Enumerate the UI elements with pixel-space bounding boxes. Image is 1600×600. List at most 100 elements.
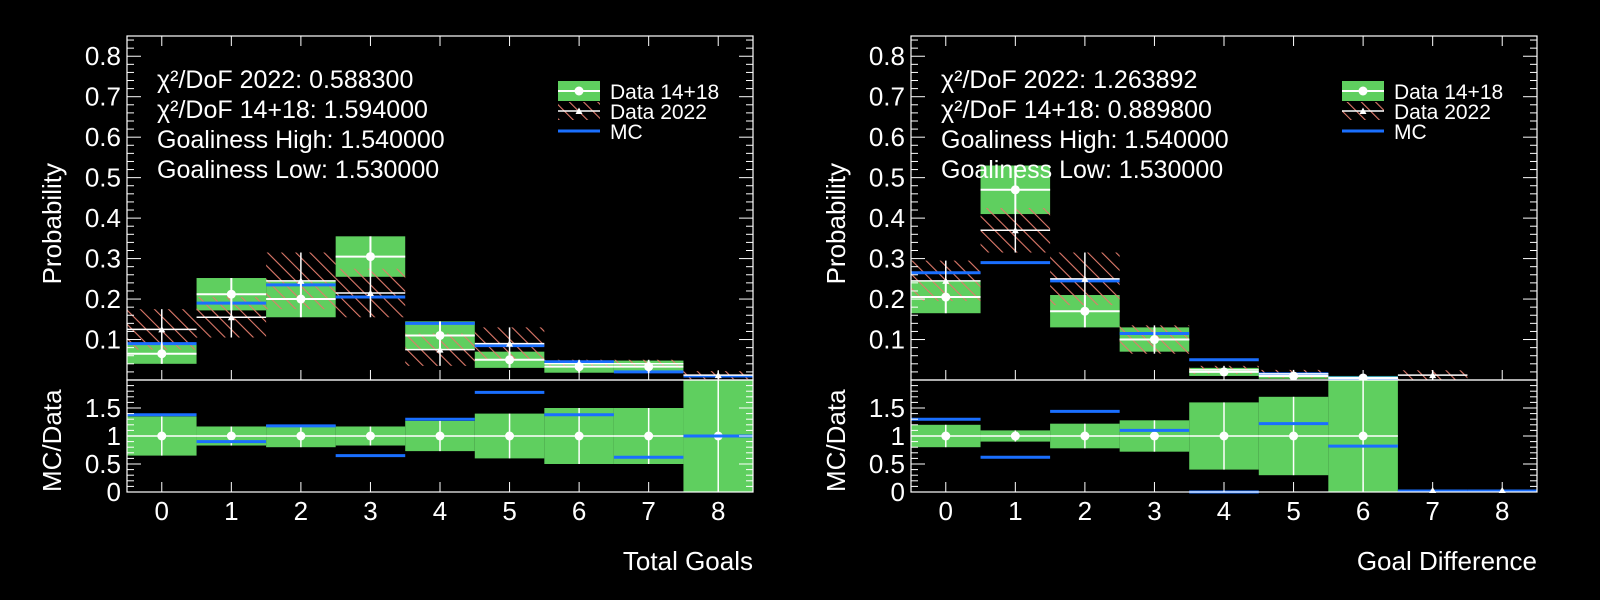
ratio-data-point (435, 431, 445, 441)
data1418-point (365, 252, 375, 262)
annotation-text: χ²/DoF 2022: 0.588300 (157, 66, 413, 94)
chart-panel-goal-difference: 0.10.20.30.40.50.60.70.800.511.50 1 2 3 4 5 6 7… (821, 35, 1538, 576)
y-tick-label: 0.8 (85, 41, 121, 71)
ratio-y-tick-label: 0 (107, 477, 121, 507)
y-tick-label: 0.5 (869, 163, 905, 193)
ratio-y-tick-label: 1 (891, 421, 905, 451)
ratio-data-point (157, 431, 167, 441)
data2022-point (158, 325, 166, 333)
x-tick-label: 6 (1356, 496, 1370, 526)
ratio-y-axis-title: MC/Data (821, 389, 851, 492)
legend-label-data1418: Data 14+18 (1394, 81, 1503, 104)
x-axis-title: Goal Difference (1357, 546, 1537, 576)
annotation-text: Goaliness Low: 1.530000 (157, 156, 439, 184)
ratio-y-tick-label: 0.5 (869, 449, 905, 479)
data1418-point (1080, 306, 1090, 316)
ratio-data-point (941, 431, 951, 441)
ratio-data-point (1289, 431, 1299, 441)
x-tick-label: 4 (1217, 496, 1231, 526)
legend-marker-data1418 (1358, 86, 1368, 96)
ratio-y-tick-label: 0 (891, 477, 905, 507)
legend-label-data2022: Data 2022 (1394, 101, 1491, 124)
y-tick-label: 0.8 (869, 41, 905, 71)
y-tick-label: 0.7 (85, 82, 121, 112)
ratio-data-point (505, 431, 515, 441)
data1418-point (1010, 185, 1020, 195)
data2022-point (436, 346, 444, 353)
legend-label-mc: MC (610, 121, 643, 144)
x-tick-label: 4 (433, 496, 447, 526)
ratio-data-point (1219, 431, 1229, 441)
data2022-point (575, 360, 583, 367)
ratio-data-point (226, 431, 236, 441)
legend-label-data2022: Data 2022 (610, 101, 707, 124)
data2022-point (297, 277, 305, 284)
ratio-y-tick-label: 1.5 (869, 393, 905, 423)
y-axis-title: Probability (821, 163, 851, 284)
y-tick-label: 0.3 (869, 244, 905, 274)
x-tick-label: 7 (1425, 496, 1439, 526)
y-tick-label: 0.4 (869, 203, 905, 233)
data2022-point (366, 289, 374, 296)
x-tick-label: 1 (224, 496, 238, 526)
x-tick-label: 3 (1147, 496, 1161, 526)
data2022-point (1011, 226, 1019, 234)
y-tick-label: 0.3 (85, 244, 121, 274)
data2022-point (1220, 366, 1228, 373)
x-tick-label: 2 (1078, 496, 1092, 526)
y-tick-label: 0.1 (869, 325, 905, 355)
x-tick-label: 1 (1008, 496, 1022, 526)
data2022-point (942, 277, 950, 284)
annotation-text: χ²/DoF 2022: 1.263892 (941, 66, 1197, 94)
ratio-data-point (1149, 431, 1159, 441)
x-tick-label: 7 (641, 496, 655, 526)
x-tick-label: 0 (155, 496, 169, 526)
legend-marker-data1418 (574, 86, 584, 96)
ratio-data-point (1080, 431, 1090, 441)
x-tick-label: 5 (502, 496, 516, 526)
x-tick-label: 6 (572, 496, 586, 526)
annotation-text: Goaliness High: 1.540000 (157, 126, 445, 154)
x-tick-label: 8 (1495, 496, 1509, 526)
y-tick-label: 0.2 (869, 284, 905, 314)
x-tick-label: 3 (363, 496, 377, 526)
ratio-y-tick-label: 1 (107, 421, 121, 451)
data1418-point (157, 349, 167, 359)
data2022-point (506, 340, 514, 347)
ratio-y-axis-title: MC/Data (37, 389, 67, 492)
ratio-data-point (1358, 431, 1368, 441)
ratio-data-point (1010, 431, 1020, 441)
annotation-text: χ²/DoF 14+18: 0.889800 (941, 96, 1212, 124)
y-tick-label: 0.5 (85, 163, 121, 193)
ratio-y-tick-label: 0.5 (85, 449, 121, 479)
data2022-point (1081, 275, 1089, 282)
legend-label-mc: MC (1394, 121, 1427, 144)
annotation-text: χ²/DoF 14+18: 1.594000 (157, 96, 428, 124)
x-tick-label: 5 (1286, 496, 1300, 526)
ratio-y-tick-label: 1.5 (85, 393, 121, 423)
chart-panel-total-goals: 0.10.20.30.40.50.60.70.800.511.50 1 2 3 4 5 6 7… (37, 35, 754, 576)
y-tick-label: 0.4 (85, 203, 121, 233)
y-tick-label: 0.6 (869, 122, 905, 152)
ratio-data-point (644, 431, 654, 441)
y-tick-label: 0.2 (85, 284, 121, 314)
ratio-data-point (365, 431, 375, 441)
data2022-point (645, 360, 653, 367)
x-tick-label: 8 (711, 496, 725, 526)
x-axis-title: Total Goals (623, 546, 753, 576)
y-tick-label: 0.7 (869, 82, 905, 112)
legend-marker-data2022 (575, 107, 583, 114)
annotation-text: Goaliness Low: 1.530000 (941, 156, 1223, 184)
legend-marker-data2022 (1359, 107, 1367, 114)
x-tick-label: 0 (939, 496, 953, 526)
annotation-text: Goaliness High: 1.540000 (941, 126, 1229, 154)
data2022-point (1150, 336, 1158, 343)
y-tick-label: 0.1 (85, 325, 121, 355)
ratio-data-point (574, 431, 584, 441)
legend-label-data1418: Data 14+18 (610, 81, 719, 104)
ratio-data-point (296, 431, 306, 441)
y-axis-title: Probability (37, 163, 67, 284)
data2022-point (227, 313, 235, 321)
